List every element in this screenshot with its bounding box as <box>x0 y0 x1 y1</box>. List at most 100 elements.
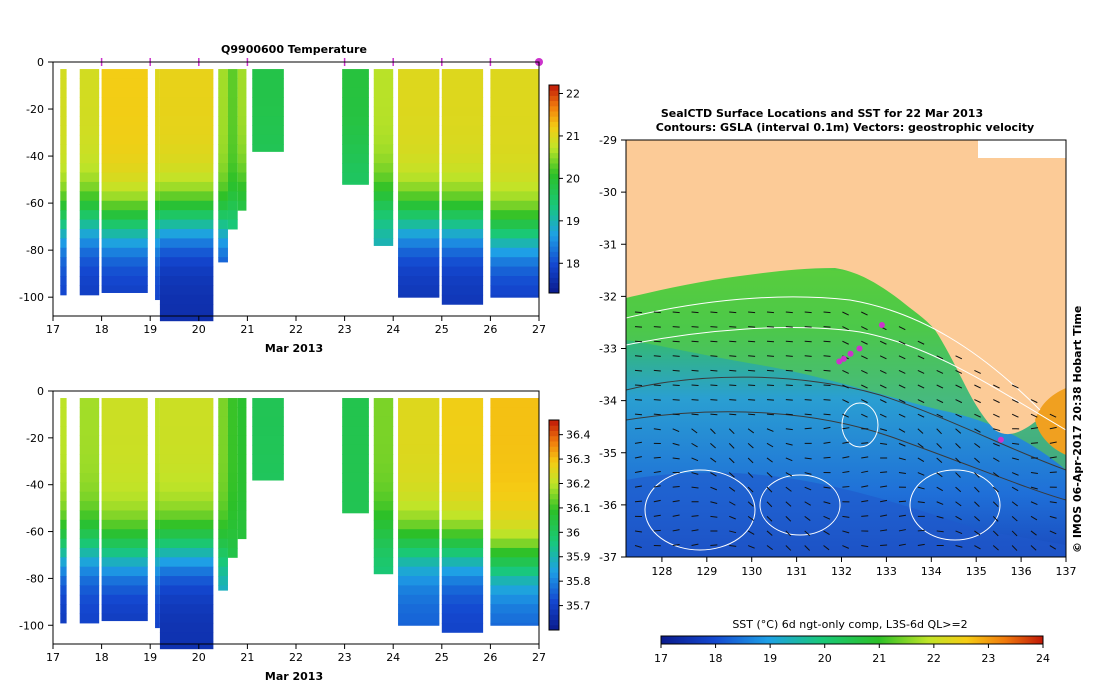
colorbar-tick-label: 19 <box>566 215 580 228</box>
velocity-vector <box>785 326 793 328</box>
velocity-vector <box>729 340 737 343</box>
profile-cell <box>101 153 148 164</box>
profile-cell <box>218 163 228 174</box>
profile-cell <box>490 163 539 174</box>
velocity-vector <box>804 486 812 491</box>
velocity-vector <box>861 545 869 548</box>
velocity-vector <box>710 399 718 401</box>
profile-cell <box>252 125 284 136</box>
profile-cell <box>79 538 100 549</box>
profile-cell <box>79 144 100 155</box>
profile-cell <box>60 266 67 277</box>
profile-cell <box>373 529 394 540</box>
velocity-vector <box>710 384 718 387</box>
profile-cell <box>155 219 160 230</box>
velocity-vector <box>804 384 812 387</box>
profile-cell <box>373 87 394 98</box>
profile-cell <box>398 463 440 474</box>
profile-cell <box>159 641 214 650</box>
profile-cell <box>252 116 284 126</box>
velocity-vector <box>1030 472 1038 475</box>
profile-cell <box>159 191 214 202</box>
profile-cell <box>159 398 214 408</box>
profile-cell <box>373 210 394 221</box>
profile-cell <box>227 529 238 540</box>
velocity-vector <box>634 384 642 387</box>
velocity-vector <box>879 413 887 418</box>
colorbar-band <box>549 598 559 605</box>
velocity-vector <box>748 326 756 328</box>
velocity-vector <box>691 529 699 532</box>
profile-cell <box>252 87 284 98</box>
velocity-vector <box>729 399 737 401</box>
colorbar-band <box>549 267 559 273</box>
velocity-vector <box>748 340 756 343</box>
velocity-vector <box>729 413 737 416</box>
profile-cell <box>441 97 484 108</box>
profile-cell <box>155 398 160 408</box>
velocity-vector <box>766 472 773 478</box>
velocity-vector <box>710 340 718 343</box>
velocity-vector <box>710 501 718 505</box>
profile-cell <box>60 613 67 624</box>
colorbar-band <box>549 467 559 473</box>
velocity-vector <box>992 515 999 522</box>
velocity-vector <box>729 384 737 387</box>
profile-cell <box>441 398 484 408</box>
profile-cell <box>342 78 369 89</box>
profile-cell <box>155 266 160 277</box>
y-tick-label: -100 <box>19 291 44 304</box>
velocity-vector <box>653 311 661 314</box>
profile-cell <box>159 97 214 108</box>
velocity-vector <box>653 369 661 372</box>
velocity-vector <box>936 399 944 404</box>
profile-cell <box>155 538 160 549</box>
colorbar-band <box>549 446 559 452</box>
profile-cell <box>227 444 238 455</box>
velocity-vector <box>747 428 755 434</box>
colorbar-tick-label: 36 <box>566 526 580 539</box>
profile-cell <box>373 200 394 211</box>
colorbar-band <box>549 189 559 195</box>
profile-cell <box>60 144 67 155</box>
profile-cell <box>159 519 214 530</box>
salinity-axes: 17 18 19 20 21 22 23 24 25 26 27 0 -20 -40 -60 -80 -100 <box>19 385 546 664</box>
velocity-vector <box>634 427 642 430</box>
profile-cell <box>490 454 539 465</box>
colorbar-band <box>549 183 559 190</box>
profile-cell <box>252 472 284 481</box>
profile-cell <box>218 191 228 202</box>
profile-cell <box>101 407 148 418</box>
colorbar-band <box>549 131 559 138</box>
map-title: SealCTD Surface Locations and SST for 22… <box>661 107 983 120</box>
velocity-vector <box>898 369 906 374</box>
velocity-vector <box>993 428 1001 432</box>
velocity-vector <box>672 384 680 387</box>
profile-cell <box>490 613 539 624</box>
seal-locations <box>836 322 1004 443</box>
profile-cell <box>398 153 440 164</box>
velocity-vector <box>1011 530 1018 537</box>
profile-cell <box>79 491 100 502</box>
profile-cell <box>60 510 67 521</box>
velocity-vector <box>1030 501 1038 506</box>
velocity-vector <box>1011 486 1019 492</box>
profile-cell <box>398 276 440 286</box>
profile-cell <box>159 106 214 117</box>
velocity-vector <box>898 472 906 474</box>
profile-cell <box>398 547 440 558</box>
profile-cell <box>159 416 214 427</box>
profile-cell <box>60 134 67 145</box>
velocity-vector <box>879 399 887 404</box>
velocity-vector <box>766 530 773 536</box>
seal-location-marker <box>840 355 847 362</box>
velocity-vector <box>710 486 718 491</box>
velocity-vector <box>653 384 661 387</box>
velocity-vector <box>804 340 812 343</box>
colorbar-band <box>549 199 559 206</box>
profile-cell <box>79 276 100 286</box>
profile-cell <box>490 257 539 268</box>
profile-cell <box>441 294 484 305</box>
profile-cell <box>237 426 247 437</box>
colorbar-band <box>549 567 559 573</box>
